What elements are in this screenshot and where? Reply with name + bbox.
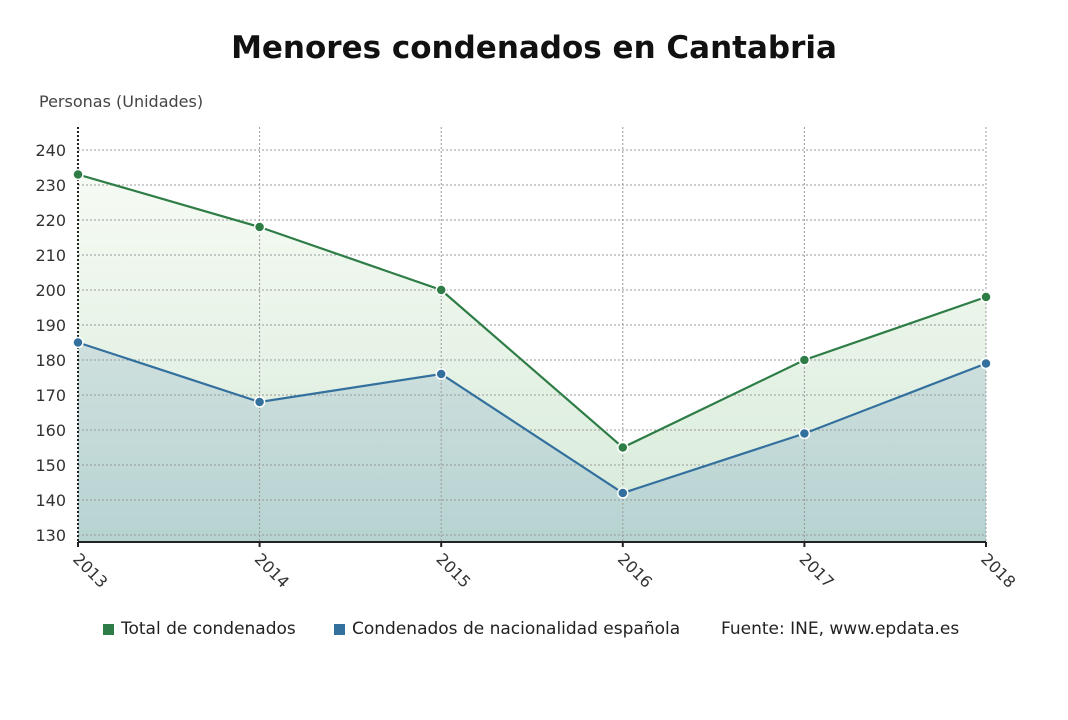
point-total bbox=[617, 441, 629, 454]
point-espanola bbox=[798, 427, 811, 440]
y-tick-label: 230 bbox=[35, 176, 66, 195]
y-tick-label: 180 bbox=[35, 351, 66, 370]
y-tick-label: 170 bbox=[35, 386, 66, 405]
legend-item-espanola[interactable]: Condenados de nacionalidad española bbox=[334, 619, 680, 639]
legend-label-total: Total de condenados bbox=[121, 619, 296, 639]
chart-title: Menores condenados en Cantabria bbox=[231, 30, 837, 66]
y-tick-label: 210 bbox=[35, 246, 66, 265]
y-tick-label: 220 bbox=[35, 211, 66, 230]
legend-item-total[interactable]: Total de condenados bbox=[103, 619, 296, 639]
legend-swatch-espanola bbox=[334, 623, 345, 635]
line-total bbox=[77, 173, 987, 449]
x-tick-label: 2013 bbox=[69, 549, 111, 591]
point-espanola bbox=[980, 357, 992, 370]
y-tick-label: 160 bbox=[35, 421, 66, 440]
point-total bbox=[980, 291, 992, 303]
line-espanola bbox=[77, 341, 987, 495]
y-tick-label: 140 bbox=[35, 491, 66, 510]
point-total bbox=[798, 354, 811, 366]
y-tick-label: 150 bbox=[35, 456, 66, 475]
point-espanola bbox=[617, 487, 629, 499]
point-total bbox=[253, 221, 266, 233]
x-tick-label: 2015 bbox=[432, 549, 474, 591]
point-total bbox=[72, 168, 84, 181]
y-tick-label: 240 bbox=[35, 141, 66, 160]
x-tick-label: 2017 bbox=[796, 549, 838, 591]
source-note: Fuente: INE, www.epdata.es bbox=[721, 619, 959, 639]
legend-swatch-total bbox=[103, 623, 114, 635]
point-espanola bbox=[253, 396, 266, 408]
x-tick-label: 2018 bbox=[977, 549, 1019, 591]
point-espanola bbox=[435, 368, 447, 380]
point-total bbox=[435, 284, 447, 296]
point-espanola bbox=[72, 336, 84, 349]
y-tick-label: 190 bbox=[35, 316, 66, 335]
y-axis-label: Personas (Unidades) bbox=[39, 92, 204, 111]
x-tick-label: 2014 bbox=[251, 549, 293, 591]
x-tick-label: 2016 bbox=[614, 549, 656, 591]
legend-label-espanola: Condenados de nacionalidad española bbox=[352, 619, 681, 639]
area-espanola bbox=[78, 342, 986, 542]
y-tick-label: 200 bbox=[35, 281, 66, 300]
y-tick-label: 130 bbox=[35, 526, 66, 545]
source-text: Fuente: INE, www.epdata.es bbox=[721, 619, 960, 639]
